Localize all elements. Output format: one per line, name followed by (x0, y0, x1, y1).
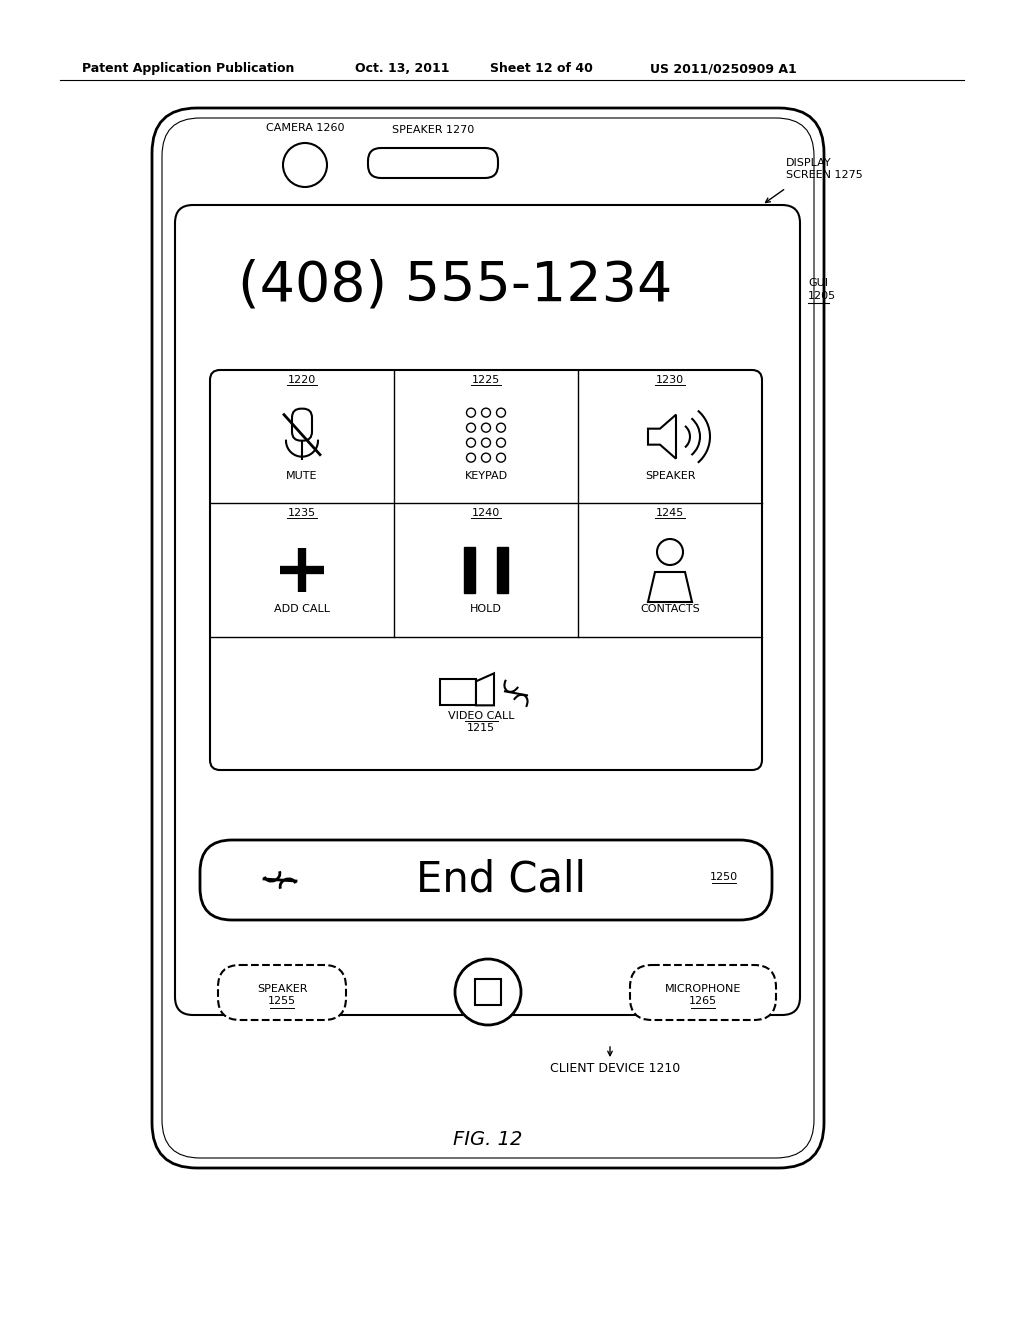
Text: CAMERA 1260: CAMERA 1260 (266, 123, 344, 133)
Text: End Call: End Call (416, 859, 586, 902)
Text: 1240: 1240 (472, 508, 500, 519)
Circle shape (657, 539, 683, 565)
Circle shape (283, 143, 327, 187)
Circle shape (467, 453, 475, 462)
Polygon shape (476, 673, 494, 705)
FancyBboxPatch shape (292, 409, 312, 441)
Circle shape (481, 424, 490, 432)
Text: 1255: 1255 (268, 995, 296, 1006)
FancyBboxPatch shape (200, 840, 772, 920)
Text: Patent Application Publication: Patent Application Publication (82, 62, 294, 75)
Circle shape (467, 438, 475, 447)
Bar (497, 546, 508, 593)
Text: (408) 555-1234: (408) 555-1234 (238, 257, 672, 312)
Text: Sheet 12 of 40: Sheet 12 of 40 (490, 62, 593, 75)
Bar (475, 979, 501, 1005)
Text: Oct. 13, 2011: Oct. 13, 2011 (355, 62, 450, 75)
Text: SPEAKER 1270: SPEAKER 1270 (392, 125, 474, 135)
Circle shape (497, 408, 506, 417)
Text: US 2011/0250909 A1: US 2011/0250909 A1 (650, 62, 797, 75)
Text: DISPLAY: DISPLAY (786, 158, 831, 168)
Text: FIG. 12: FIG. 12 (454, 1130, 522, 1148)
Text: 1265: 1265 (689, 995, 717, 1006)
Text: 1230: 1230 (656, 375, 684, 385)
Text: CLIENT DEVICE 1210: CLIENT DEVICE 1210 (550, 1063, 680, 1074)
Text: SPEAKER: SPEAKER (257, 985, 307, 994)
Circle shape (467, 424, 475, 432)
Text: GUI: GUI (808, 279, 828, 288)
FancyBboxPatch shape (152, 108, 824, 1168)
Circle shape (481, 408, 490, 417)
Text: VIDEO CALL: VIDEO CALL (447, 711, 514, 721)
Text: SPEAKER: SPEAKER (645, 471, 695, 480)
FancyBboxPatch shape (210, 370, 762, 770)
Text: MICROPHONE: MICROPHONE (665, 985, 741, 994)
Text: MUTE: MUTE (287, 471, 317, 480)
Text: SCREEN 1275: SCREEN 1275 (786, 170, 863, 180)
Polygon shape (648, 572, 692, 602)
FancyBboxPatch shape (368, 148, 498, 178)
FancyBboxPatch shape (630, 965, 776, 1020)
Circle shape (481, 453, 490, 462)
FancyBboxPatch shape (175, 205, 800, 1015)
Text: 1245: 1245 (656, 508, 684, 519)
Text: 1215: 1215 (467, 723, 495, 734)
Circle shape (455, 960, 521, 1026)
FancyBboxPatch shape (218, 965, 346, 1020)
Text: 1225: 1225 (472, 375, 500, 385)
Bar (440, 680, 476, 705)
Text: KEYPAD: KEYPAD (465, 471, 508, 480)
Text: 1250: 1250 (710, 873, 738, 882)
Text: 1205: 1205 (808, 290, 837, 301)
Text: HOLD: HOLD (470, 605, 502, 614)
Bar (464, 546, 475, 593)
Circle shape (467, 408, 475, 417)
Circle shape (481, 438, 490, 447)
Text: CONTACTS: CONTACTS (640, 605, 699, 614)
Text: 1235: 1235 (288, 508, 316, 519)
Polygon shape (648, 414, 676, 458)
Text: ADD CALL: ADD CALL (274, 605, 330, 614)
Circle shape (497, 453, 506, 462)
Circle shape (497, 438, 506, 447)
Text: 1220: 1220 (288, 375, 316, 385)
Circle shape (497, 424, 506, 432)
